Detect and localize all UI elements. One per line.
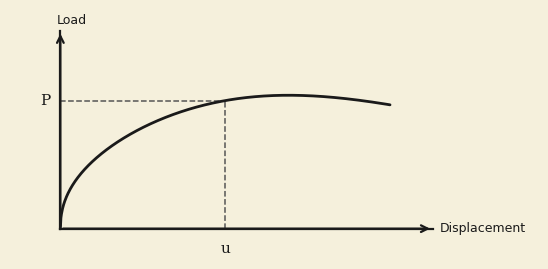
Text: P: P (40, 94, 50, 108)
Text: u: u (220, 242, 230, 256)
Text: Load: Load (57, 14, 87, 27)
Text: Displacement: Displacement (439, 222, 526, 235)
